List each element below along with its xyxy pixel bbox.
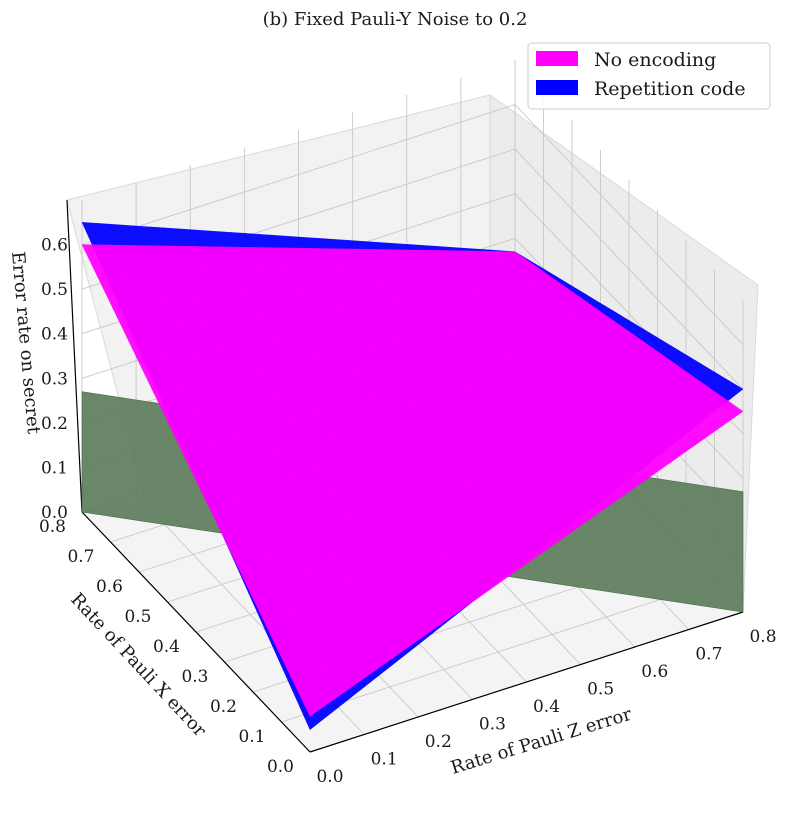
legend: No encoding Repetition code <box>527 42 771 110</box>
y-tick-label: 0.0 <box>267 757 294 777</box>
chart-title: (b) Fixed Pauli-Y Noise to 0.2 <box>263 9 528 30</box>
surfaces <box>81 222 744 731</box>
x-axis-line <box>309 611 744 753</box>
legend-frame <box>527 42 771 110</box>
z-tick-label: 0.1 <box>41 458 68 478</box>
gridline <box>514 104 744 345</box>
legend-label-no-encoding: No encoding <box>594 49 716 71</box>
z-tick-label: 0.0 <box>41 503 68 523</box>
z-axis-line <box>66 199 83 513</box>
x-tick-label: 0.1 <box>371 750 398 770</box>
y-tick-label: 0.4 <box>153 637 180 657</box>
y-tick-label: 0.3 <box>181 667 208 687</box>
tick-labels: 0.00.10.20.30.40.50.60.00.10.20.30.40.50… <box>39 236 777 787</box>
z-tick-label: 0.5 <box>41 280 68 300</box>
x-tick-label: 0.2 <box>425 732 452 752</box>
y-axis-line <box>81 511 311 753</box>
y-tick-label: 0.6 <box>96 577 123 597</box>
y-tick-label: 0.5 <box>124 607 151 627</box>
surface-no-encoding <box>81 244 744 717</box>
x-tick-label: 0.8 <box>749 627 776 647</box>
z-tick-label: 0.2 <box>41 414 68 434</box>
y-tick-label: 0.2 <box>210 697 237 717</box>
legend-label-repetition-code: Repetition code <box>594 78 746 100</box>
z-tick-label: 0.6 <box>41 236 68 256</box>
y-tick-label: 0.7 <box>67 547 94 567</box>
gridline <box>81 104 516 245</box>
x-tick-label: 0.3 <box>479 715 506 735</box>
gridline <box>281 581 715 723</box>
x-tick-label: 0.6 <box>641 662 668 682</box>
y-tick-label: 0.8 <box>39 517 66 537</box>
z-tick-label: 0.4 <box>41 325 68 345</box>
gridline <box>514 148 744 390</box>
x-tick-label: 0.7 <box>695 645 722 665</box>
z-axis-label: Error rate on secret <box>7 251 44 436</box>
x-tick-label: 0.5 <box>587 680 614 700</box>
x-tick-label: 0.4 <box>533 697 560 717</box>
legend-swatch-repetition-code <box>536 80 578 95</box>
z-tick-label: 0.3 <box>41 369 68 389</box>
surface-patch <box>295 668 338 717</box>
y-tick-label: 0.1 <box>238 727 265 747</box>
legend-swatch-no-encoding <box>536 51 578 66</box>
x-tick-label: 0.0 <box>316 767 343 787</box>
